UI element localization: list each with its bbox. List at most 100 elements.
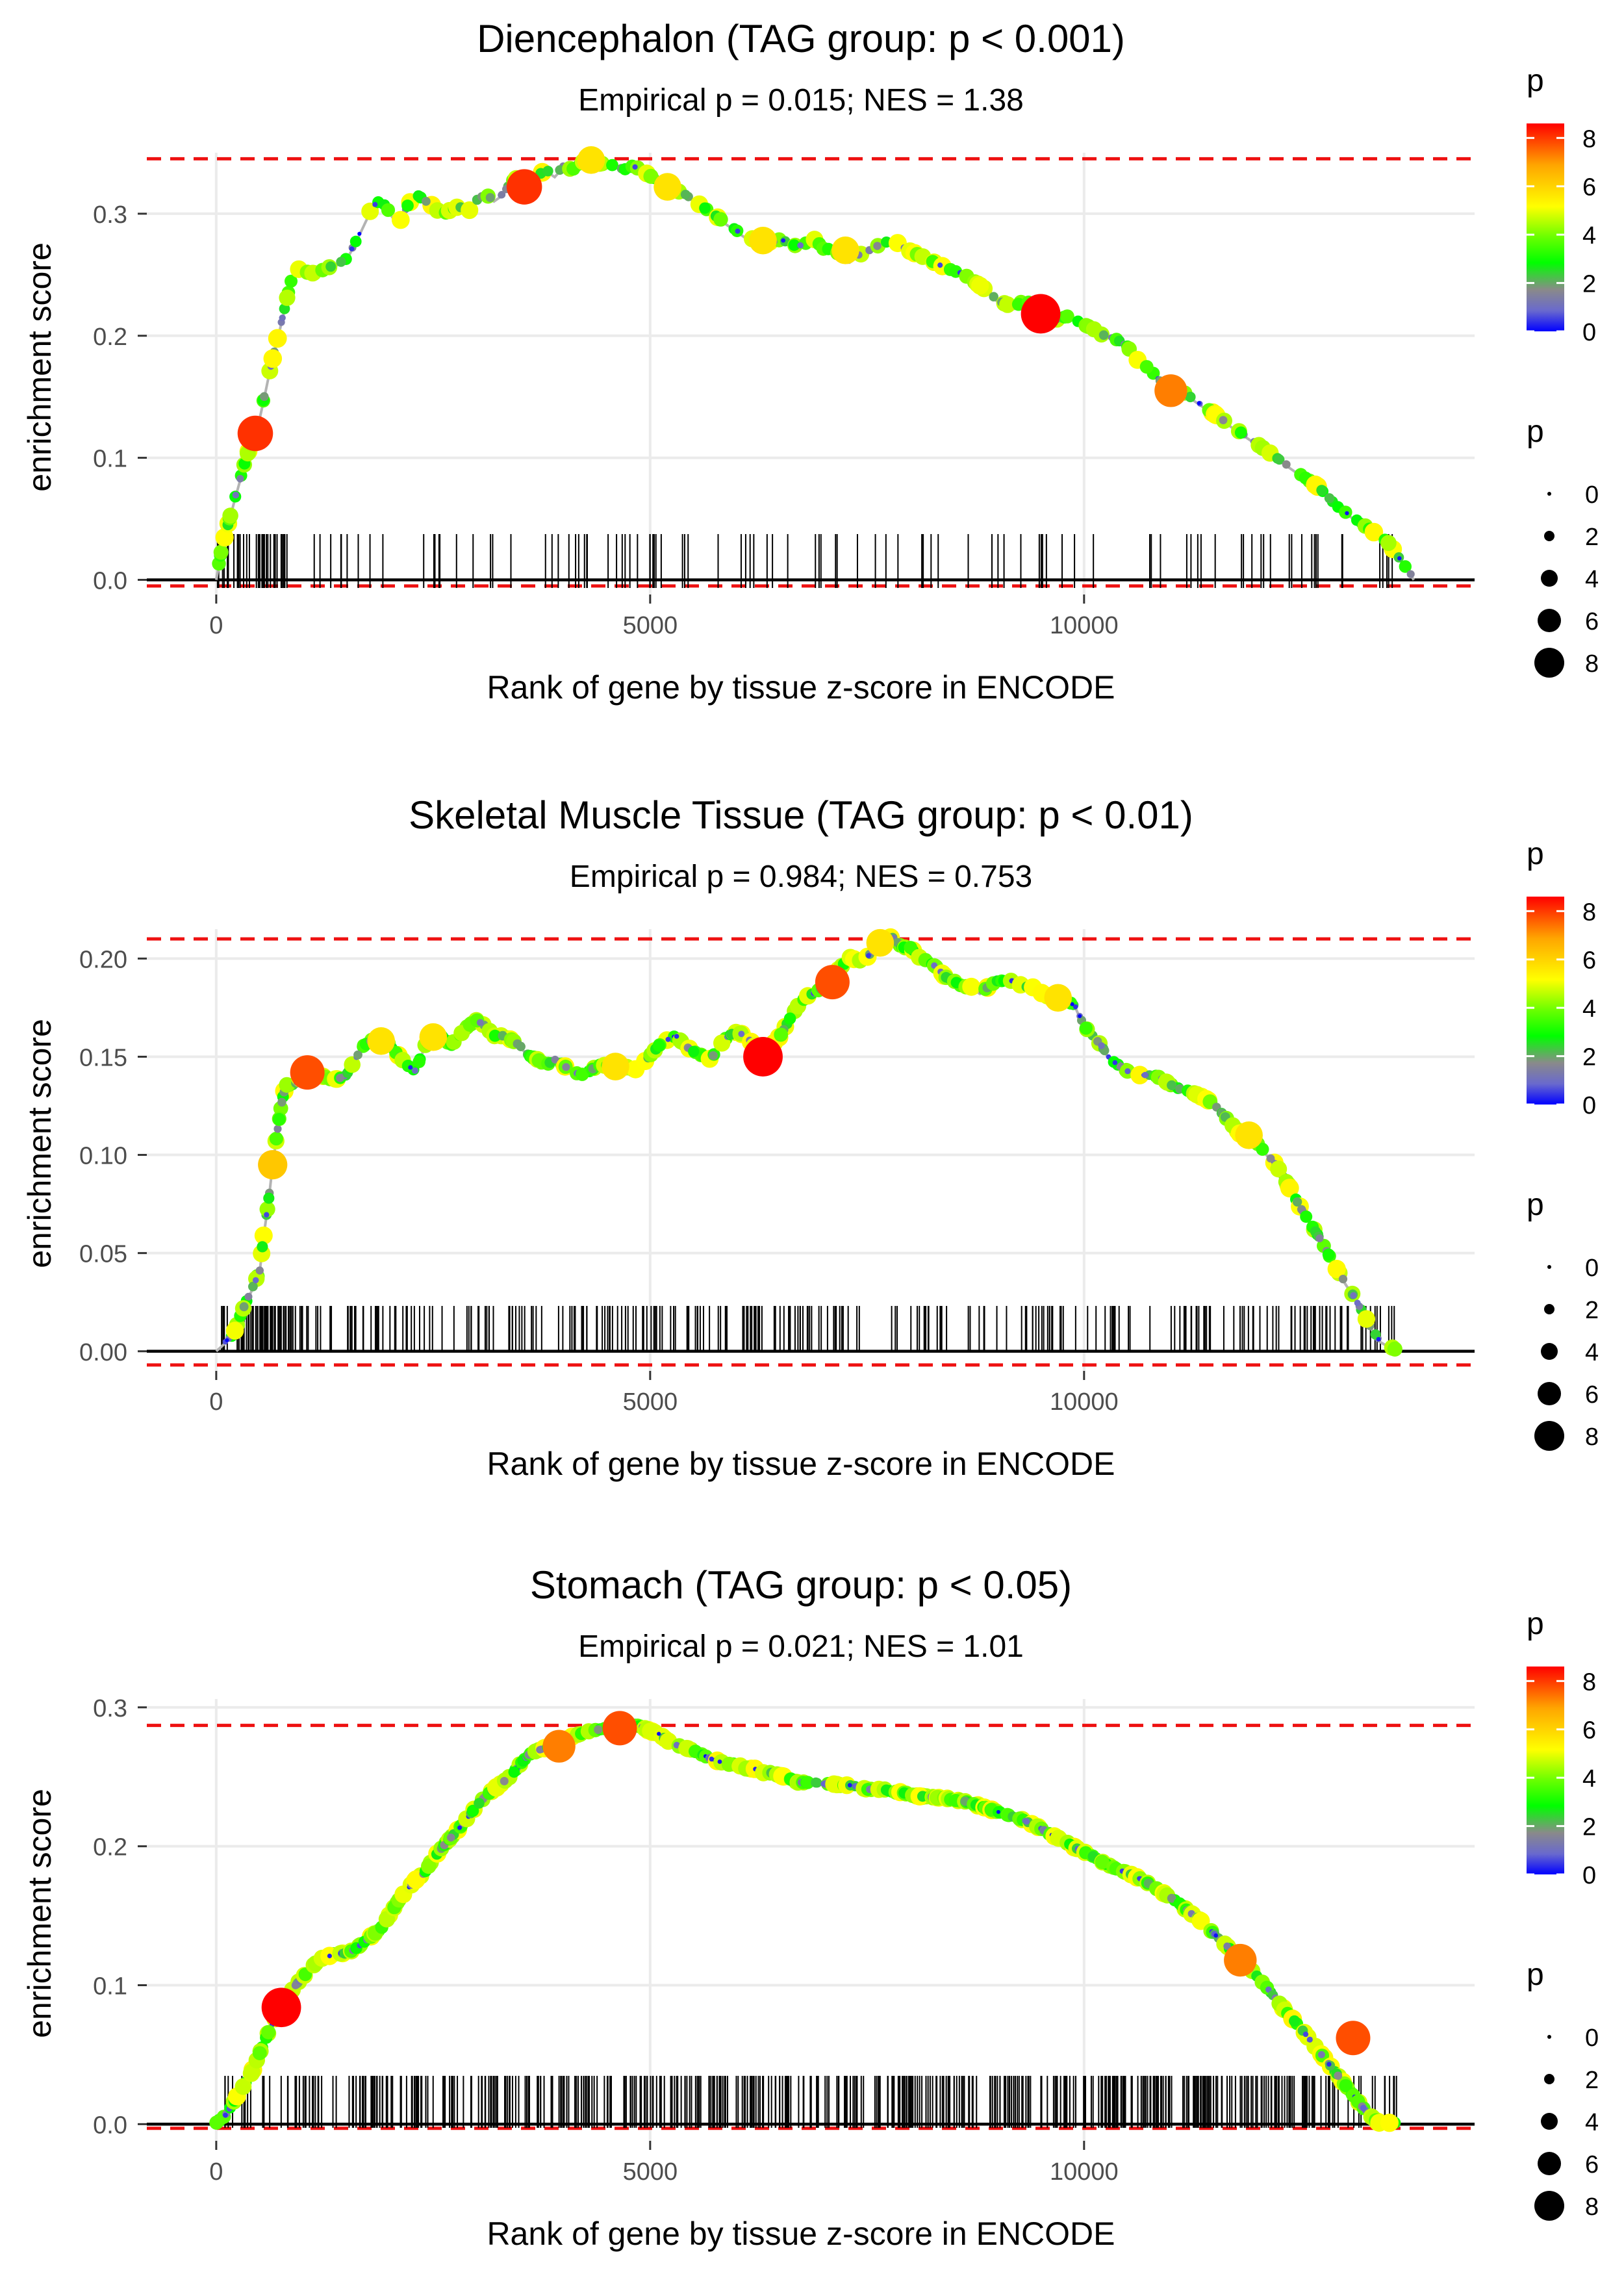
chart-subtitle: Empirical p = 0.021; NES = 1.01	[578, 1629, 1024, 1664]
gene-point	[1213, 1933, 1219, 1938]
y-tick-label: 0.0	[93, 567, 127, 594]
gene-point	[1354, 1299, 1361, 1307]
gene-point	[1345, 511, 1349, 516]
legend: p 0 2 4 6 8 p 0 2 4 6 8	[1527, 1607, 1599, 2221]
plot-area: 0.0 0.1 0.2 0.3 0 5000 10000	[93, 1695, 1475, 2186]
gene-point	[277, 1097, 286, 1107]
size-legend-title: p	[1527, 1188, 1544, 1222]
size-legend-label: 4	[1585, 566, 1599, 593]
x-tick-label: 10000	[1050, 2158, 1119, 2186]
gene-point	[971, 277, 989, 295]
gene-point	[412, 1055, 425, 1068]
x-tick-label: 5000	[623, 2158, 678, 2186]
colorbar-label: 2	[1582, 271, 1596, 298]
colorbar	[1527, 123, 1564, 331]
size-legend-label: 4	[1585, 2109, 1599, 2136]
gene-point	[421, 1858, 437, 1874]
gene-point	[412, 190, 424, 202]
gene-point-highlight	[506, 169, 542, 205]
gene-point	[665, 1036, 671, 1042]
gene-point	[847, 1783, 852, 1788]
x-tick-label: 0	[209, 1388, 223, 1416]
gene-point	[263, 349, 283, 368]
gene-point	[1327, 1260, 1346, 1279]
gene-point-highlight	[653, 173, 681, 201]
gene-point	[551, 1055, 559, 1064]
size-legend-dot	[1534, 648, 1564, 678]
gene-point	[252, 1277, 259, 1284]
y-tick-label: 0.1	[93, 446, 127, 473]
gene-point	[1234, 426, 1247, 439]
gene-point	[1274, 454, 1285, 465]
gene-point	[1380, 535, 1397, 551]
size-legend-label: 0	[1585, 1255, 1599, 1282]
color-legend-title: p	[1527, 837, 1544, 871]
size-legend-label: 6	[1585, 1381, 1599, 1409]
gene-point	[372, 201, 378, 207]
gene-point	[1326, 2062, 1332, 2067]
gene-point	[873, 242, 882, 250]
gene-point	[1360, 2104, 1367, 2111]
gene-point	[1197, 401, 1201, 405]
gene-point	[1266, 1154, 1275, 1163]
chart-title: Diencephalon (TAG group: p < 0.001)	[477, 17, 1125, 60]
colorbar-label: 0	[1582, 1862, 1596, 1889]
gene-point	[713, 212, 728, 227]
gene-point	[381, 203, 396, 217]
gene-point	[1060, 309, 1074, 324]
size-legend-label: 6	[1585, 608, 1599, 635]
size-legend-label: 8	[1585, 2193, 1599, 2221]
gene-point-highlight	[831, 236, 859, 264]
gene-point-highlight	[1336, 2021, 1371, 2056]
gene-point	[474, 1798, 485, 1809]
colorbar-label: 0	[1582, 1092, 1596, 1119]
gene-point	[709, 1051, 718, 1060]
colorbar-label: 4	[1582, 1765, 1596, 1793]
gene-point	[279, 289, 296, 306]
gene-point	[1185, 391, 1196, 403]
gene-point	[632, 164, 638, 170]
size-legend-dot	[1541, 570, 1558, 587]
gene-point	[259, 1201, 275, 1218]
gene-point	[457, 1825, 463, 1830]
y-tick-label: 0.3	[93, 201, 127, 229]
gene-point	[327, 1953, 332, 1959]
x-tick-label: 0	[209, 2158, 223, 2186]
size-legend-label: 6	[1585, 2151, 1599, 2178]
y-tick-label: 0.05	[79, 1241, 127, 1268]
gene-point	[516, 1041, 526, 1051]
size-legend-label: 2	[1585, 1297, 1599, 1324]
gene-point-highlight	[1154, 374, 1187, 407]
gene-point	[272, 1113, 286, 1126]
gene-point	[1292, 1197, 1302, 1207]
gene-point	[657, 1731, 661, 1736]
gene-point	[279, 314, 286, 322]
gene-point	[774, 1027, 789, 1042]
size-legend-dot	[1541, 1343, 1558, 1360]
gene-point	[962, 977, 981, 996]
gene-point	[1078, 1014, 1082, 1018]
x-tick-label: 5000	[623, 612, 678, 639]
color-legend-title: p	[1527, 64, 1544, 98]
gene-point	[576, 1067, 589, 1081]
gene-point	[783, 1012, 796, 1025]
y-tick-label: 0.10	[79, 1143, 127, 1170]
gene-point	[232, 491, 240, 499]
gene-point	[260, 392, 269, 402]
size-legend-dot	[1538, 2152, 1561, 2175]
gene-point	[222, 507, 238, 524]
gene-point	[285, 274, 298, 288]
size-legend-dot	[1547, 492, 1551, 496]
gene-point	[264, 1212, 270, 1218]
colorbar-label: 2	[1582, 1044, 1596, 1071]
gene-point	[261, 2025, 276, 2039]
gene-point	[1256, 1142, 1269, 1156]
gene-point-highlight	[602, 1053, 629, 1080]
y-tick-label: 0.1	[93, 1973, 127, 2000]
size-legend-dot	[1544, 2074, 1554, 2084]
chart-title: Skeletal Muscle Tissue (TAG group: p < 0…	[409, 793, 1193, 837]
gene-point	[244, 1292, 253, 1301]
gene-point	[1380, 2114, 1399, 2132]
gene-point-highlight	[261, 1987, 301, 2028]
